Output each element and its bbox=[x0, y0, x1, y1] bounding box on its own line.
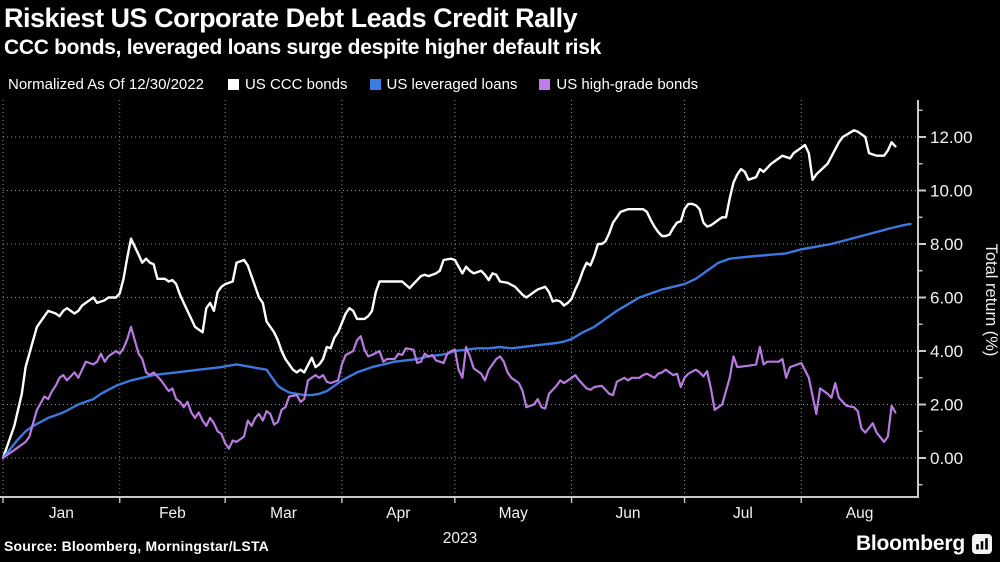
month-label: Apr bbox=[386, 505, 410, 522]
legend-swatch-icon bbox=[539, 79, 551, 90]
legend-swatch-icon bbox=[227, 79, 239, 90]
y-tick-label: 4.00 bbox=[930, 342, 963, 361]
page-title: Riskiest US Corporate Debt Leads Credit … bbox=[4, 3, 578, 33]
series-line-us-high-grade-bonds bbox=[1, 325, 897, 460]
source-credit: Source: Bloomberg, Morningstar/LSTA bbox=[4, 538, 269, 554]
bloomberg-chart-icon bbox=[972, 534, 992, 554]
y-axis-title: Total return (%) bbox=[982, 244, 1000, 357]
legend-item-ccc-bonds: US CCC bonds bbox=[227, 76, 348, 93]
month-label: Mar bbox=[270, 505, 297, 522]
series-line-us-leveraged-loans bbox=[1, 222, 912, 460]
legend: Normalized As Of 12/30/2022 US CCC bonds… bbox=[8, 76, 720, 93]
legend-label: US high-grade bonds bbox=[556, 76, 699, 93]
series-line-us-ccc-bonds bbox=[1, 129, 897, 460]
bloomberg-logo-text: Bloomberg bbox=[855, 532, 965, 555]
y-tick-label: 6.00 bbox=[930, 289, 963, 308]
legend-swatch-icon bbox=[369, 79, 381, 90]
page-subtitle: CCC bonds, leveraged loans surge despite… bbox=[4, 36, 601, 59]
bloomberg-logo: Bloomberg bbox=[856, 532, 992, 556]
y-tick-label: 0.00 bbox=[930, 449, 963, 468]
month-label: Jul bbox=[733, 505, 753, 522]
month-label: Aug bbox=[846, 505, 874, 522]
y-tick-label: 10.00 bbox=[930, 182, 973, 201]
month-label: May bbox=[499, 505, 529, 522]
legend-item-leveraged-loans: US leveraged loans bbox=[369, 76, 518, 93]
month-label: Jan bbox=[49, 505, 74, 522]
y-tick-label: 8.00 bbox=[930, 235, 963, 254]
y-tick-label: 12.00 bbox=[930, 128, 973, 147]
legend-label: US CCC bonds bbox=[244, 76, 348, 93]
legend-item-high-grade-bonds: US high-grade bonds bbox=[539, 76, 698, 93]
legend-note: Normalized As Of 12/30/2022 bbox=[8, 76, 204, 93]
y-tick-label: 2.00 bbox=[930, 396, 963, 415]
month-label: Feb bbox=[159, 505, 186, 522]
legend-label: US leveraged loans bbox=[386, 76, 518, 93]
year-label: 2023 bbox=[443, 530, 477, 547]
month-label: Jun bbox=[616, 505, 641, 522]
